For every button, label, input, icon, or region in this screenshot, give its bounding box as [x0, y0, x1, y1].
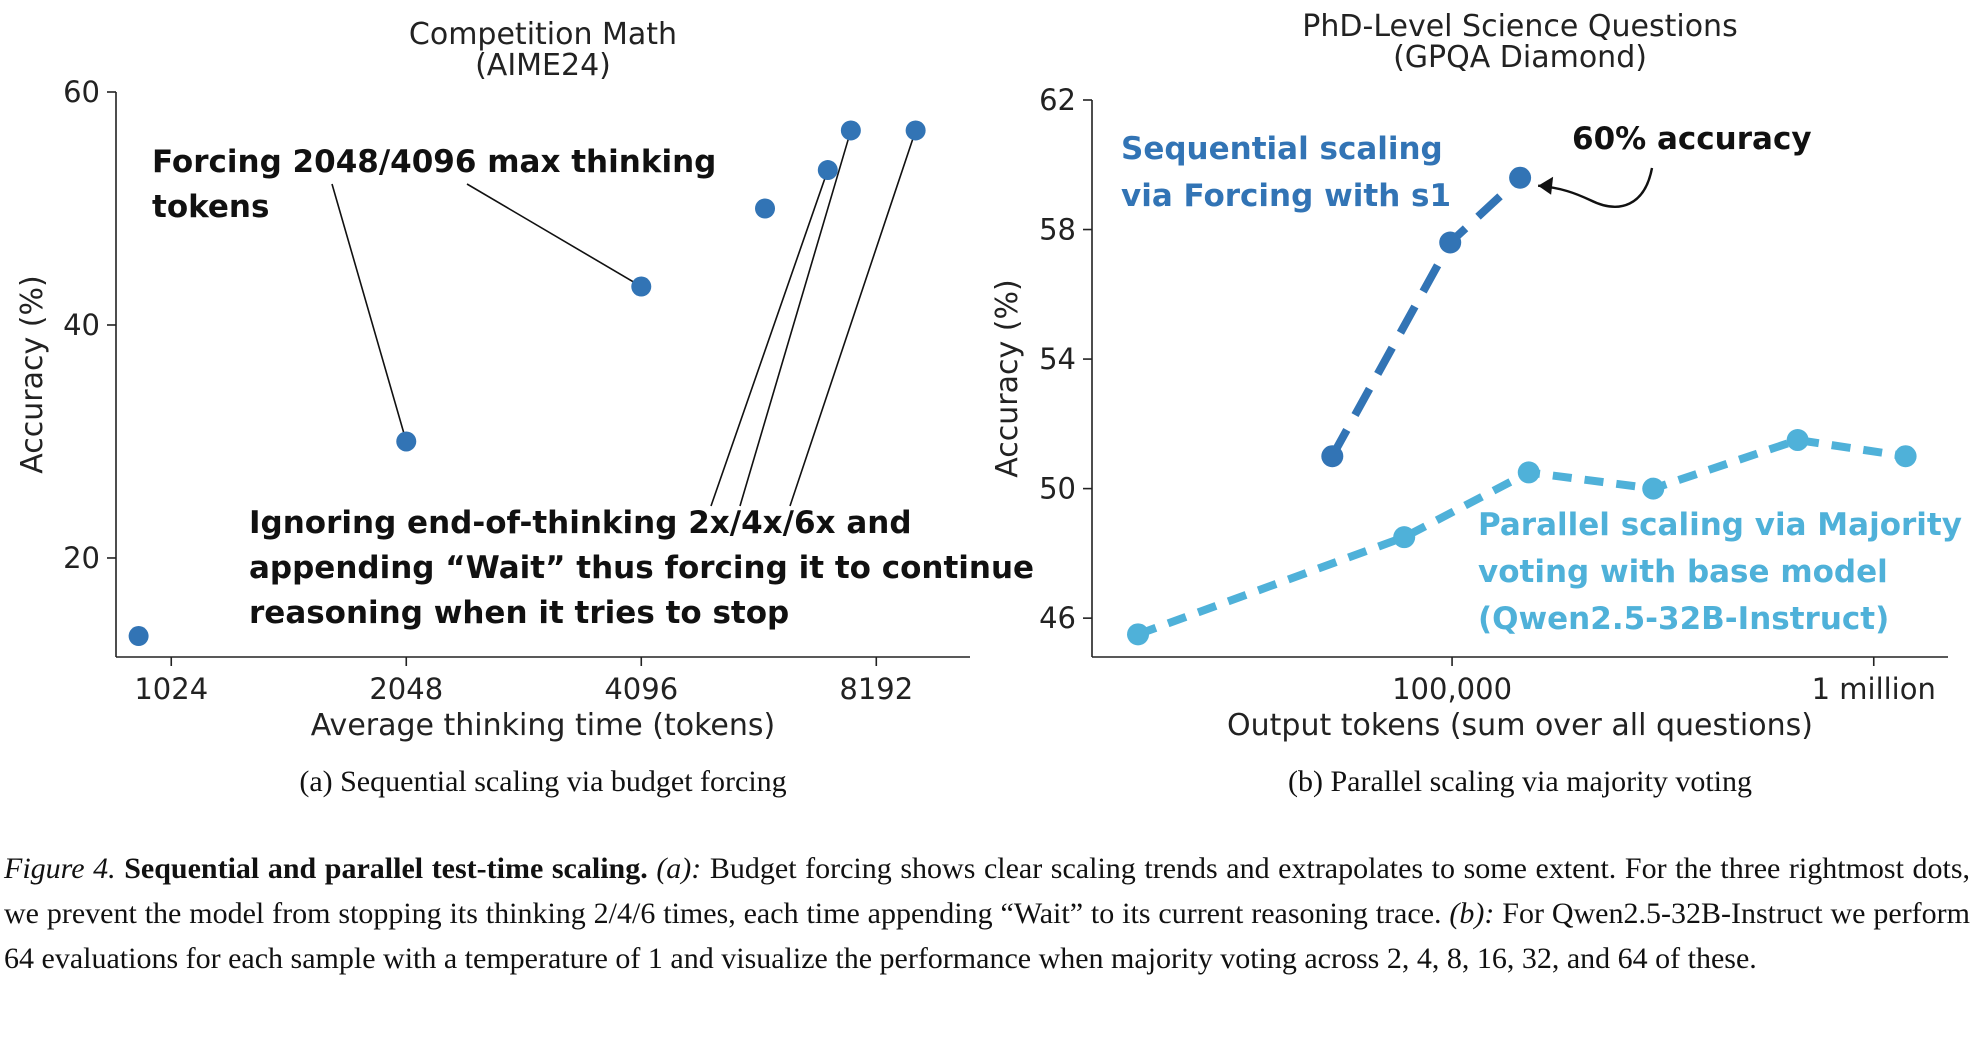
panel-b-x-tick-label: 100,000 [1392, 672, 1512, 706]
panel-b-y-tick-label: 50 [1039, 472, 1076, 506]
caption-label: Figure 4. [4, 852, 116, 885]
panel-a-data-point [396, 431, 417, 452]
panel-b-label-sequential: Sequential scaling via Forcing with s1 [1121, 131, 1451, 214]
panel-b-data-point [1127, 623, 1150, 646]
caption-a-label: (a): [656, 852, 702, 885]
panel-b-data-point [1894, 445, 1917, 468]
panel-b-annotation-arrow [1537, 167, 1654, 208]
panel-a-data-point [631, 276, 652, 297]
panel-b-data-point [1439, 231, 1462, 254]
panel-b-y-tick-label: 46 [1039, 601, 1076, 635]
panel-b-label-parallel: Parallel scaling via Majority voting with… [1478, 507, 1962, 637]
panel-a-y-axis-label: Accuracy (%) [15, 275, 50, 473]
panel-b-series-line [1328, 174, 1523, 459]
panel-a-x-tick-label: 4096 [604, 672, 678, 706]
panel-a-data-point [840, 120, 861, 141]
panel-a-annotation-forcing: Forcing 2048/4096 max thinking tokens [152, 144, 716, 225]
panel-a-chart-title: Competition Math (AIME24) [409, 17, 677, 83]
panel-a-x-axis-label: Average thinking time (tokens) [311, 708, 775, 743]
panel-a-x-tick-label: 8192 [839, 672, 913, 706]
panel-b-chart-title: PhD-Level Science Questions (GPQA Diamond… [1302, 9, 1737, 75]
figure: 20 40 60 1024 2048 4096 8192 Average thinking t… [15, 9, 1962, 798]
panel-b-data-point [1321, 445, 1344, 468]
panel-a-x-tick-label: 2048 [369, 672, 443, 706]
panel-a-data-point [128, 626, 149, 647]
panel-b-data-point [1393, 526, 1416, 549]
panel-b-data-point [1517, 461, 1540, 484]
panel-a-y-tick-label: 20 [63, 541, 100, 575]
panel-b-y-tick-label: 58 [1039, 213, 1076, 247]
caption-b-text: For Qwen2.5-32B-Instruct we perform 64 e… [4, 897, 1970, 975]
panel-a-data-point [755, 198, 776, 219]
panel-a-subcaption: (a) Sequential scaling via budget forcin… [299, 765, 786, 798]
panel-b-x-tick-label: 1 million [1812, 672, 1936, 706]
caption-b-label: (b): [1449, 897, 1495, 930]
panel-a-annotation-leader [789, 130, 917, 507]
caption-title: Sequential and parallel test-time scalin… [124, 852, 648, 885]
panel-b-y-tick-label: 62 [1039, 83, 1076, 117]
panel-b-x-axis-label: Output tokens (sum over all questions) [1227, 708, 1813, 743]
panel-b-data-point [1786, 429, 1809, 452]
panel-b-y-axis-label: Accuracy (%) [990, 279, 1025, 477]
panel-a-annotation-leader [710, 169, 829, 507]
caption-a-text: Budget forcing shows clear scaling trend… [4, 852, 1971, 930]
panel-a-annotation-leader [331, 183, 408, 442]
panel-b-annotation-arrowhead [1538, 176, 1554, 195]
panel-a-y-tick-label: 40 [63, 308, 100, 342]
panel-a-annotation-ignoring: Ignoring end-of-thinking 2x/4x/6x and app… [249, 505, 1034, 631]
panel-a-x-tick-label: 1024 [134, 672, 208, 706]
panel-a-annotation-leader [739, 130, 852, 507]
panel-a-y-tick-label: 60 [63, 75, 100, 109]
panel-b-data-point [1642, 477, 1665, 500]
panel-b-series-line [1136, 435, 1907, 639]
figure-caption: Figure 4. Sequential and parallel test-t… [4, 846, 1970, 981]
panel-a-annotation-leader [466, 183, 642, 288]
panel-b-y-tick-label: 54 [1039, 342, 1076, 376]
panel-a-data-point [817, 160, 838, 181]
panel-a-data-point [905, 120, 926, 141]
panel-b-annotation-60: 60% accuracy [1572, 121, 1812, 157]
panel-b-subcaption: (b) Parallel scaling via majority voting [1288, 765, 1752, 798]
panel-b-data-point [1509, 166, 1532, 189]
